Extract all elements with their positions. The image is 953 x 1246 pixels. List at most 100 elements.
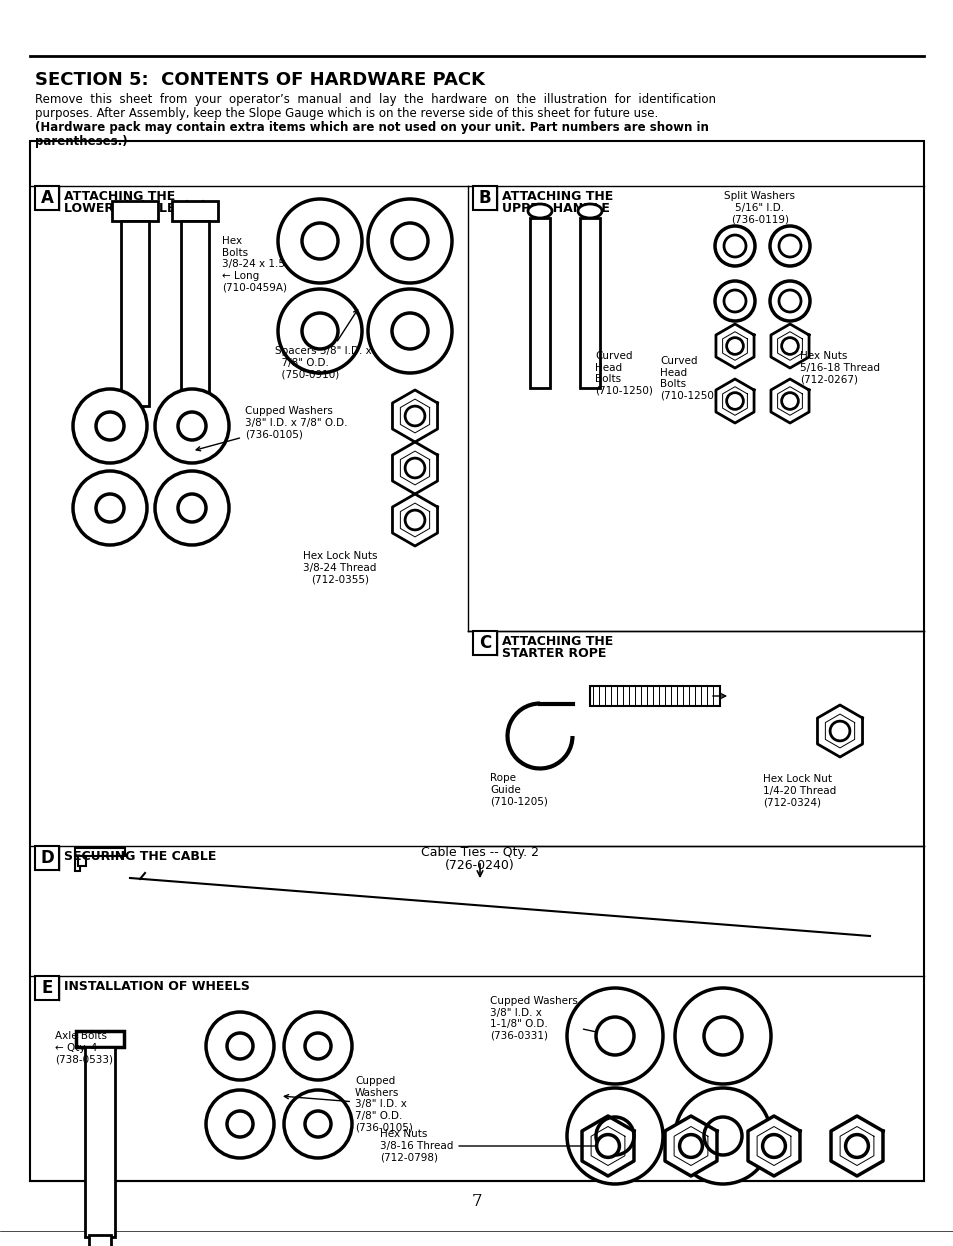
Bar <box>121 221 149 406</box>
Text: (Hardware pack may contain extra items which are not used on your unit. Part num: (Hardware pack may contain extra items w… <box>35 121 708 135</box>
Text: Hex Nuts
3/8-16 Thread
(712-0798): Hex Nuts 3/8-16 Thread (712-0798) <box>379 1129 603 1163</box>
Circle shape <box>277 289 361 373</box>
Text: Spacers 3/8" I.D. x
  7/8" O.D.
  (750-0910): Spacers 3/8" I.D. x 7/8" O.D. (750-0910) <box>274 310 372 379</box>
Text: Curved
Head
Bolts
(710-1250): Curved Head Bolts (710-1250) <box>659 356 717 401</box>
Bar <box>76 1030 124 1047</box>
Circle shape <box>761 1135 784 1158</box>
Text: parentheses.): parentheses.) <box>35 135 128 148</box>
Text: Hex
Bolts
3/8-24 x 1.5"
← Long
(710-0459A): Hex Bolts 3/8-24 x 1.5" ← Long (710-0459… <box>222 235 290 293</box>
Polygon shape <box>392 442 437 493</box>
Text: ATTACHING THE: ATTACHING THE <box>64 189 175 203</box>
Polygon shape <box>392 390 437 442</box>
Polygon shape <box>747 1116 800 1176</box>
Circle shape <box>781 392 798 410</box>
Circle shape <box>405 510 424 530</box>
Circle shape <box>566 1088 662 1184</box>
Circle shape <box>596 1116 634 1155</box>
Bar <box>172 201 218 221</box>
Circle shape <box>73 471 147 545</box>
Text: UPPER HANDLE: UPPER HANDLE <box>501 202 609 216</box>
Text: E: E <box>41 979 52 997</box>
Bar <box>78 856 86 866</box>
Circle shape <box>675 1088 770 1184</box>
Text: LOWER HANDLE: LOWER HANDLE <box>64 202 175 216</box>
Circle shape <box>178 493 206 522</box>
Polygon shape <box>770 379 808 422</box>
Circle shape <box>302 313 337 349</box>
Text: Cupped Washers
3/8" I.D. x
1-1/8" O.D.
(736-0331): Cupped Washers 3/8" I.D. x 1-1/8" O.D. (… <box>490 996 610 1040</box>
Circle shape <box>73 389 147 464</box>
Text: Rope
Guide
(710-1205): Rope Guide (710-1205) <box>490 773 547 806</box>
Text: Hex Lock Nut
1/4-20 Thread
(712-0324): Hex Lock Nut 1/4-20 Thread (712-0324) <box>762 774 836 807</box>
Bar <box>473 630 497 655</box>
Circle shape <box>675 988 770 1084</box>
Circle shape <box>703 1017 741 1055</box>
Polygon shape <box>715 379 753 422</box>
Ellipse shape <box>527 204 552 218</box>
Polygon shape <box>770 324 808 368</box>
Text: purposes. After Assembly, keep the Slope Gauge which is on the reverse side of t: purposes. After Assembly, keep the Slope… <box>35 107 658 120</box>
Text: Curved
Head
Bolts
(710-1250): Curved Head Bolts (710-1250) <box>595 351 652 396</box>
Circle shape <box>596 1017 634 1055</box>
Circle shape <box>96 412 124 440</box>
Circle shape <box>596 1135 618 1158</box>
Circle shape <box>227 1111 253 1138</box>
Text: ATTACHING THE: ATTACHING THE <box>501 189 613 203</box>
Polygon shape <box>581 1116 634 1176</box>
Circle shape <box>781 338 798 354</box>
Circle shape <box>779 290 801 312</box>
Text: (726-0240): (726-0240) <box>445 858 515 872</box>
Polygon shape <box>392 493 437 546</box>
Polygon shape <box>664 1116 717 1176</box>
Circle shape <box>769 226 809 265</box>
Circle shape <box>178 412 206 440</box>
Circle shape <box>96 493 124 522</box>
Circle shape <box>779 235 801 257</box>
Circle shape <box>703 1116 741 1155</box>
Circle shape <box>769 282 809 321</box>
Circle shape <box>726 392 742 410</box>
Circle shape <box>723 290 745 312</box>
Circle shape <box>679 1135 701 1158</box>
Bar <box>530 218 550 388</box>
Circle shape <box>844 1135 867 1158</box>
Circle shape <box>723 235 745 257</box>
Text: Cable Ties -- Qty. 2: Cable Ties -- Qty. 2 <box>420 846 538 858</box>
Circle shape <box>305 1033 331 1059</box>
Circle shape <box>714 282 754 321</box>
Circle shape <box>305 1111 331 1138</box>
Bar <box>35 846 59 870</box>
Bar <box>35 186 59 211</box>
Text: ATTACHING THE: ATTACHING THE <box>501 635 613 648</box>
Circle shape <box>405 459 424 478</box>
Text: Hex Lock Nuts
3/8-24 Thread
(712-0355): Hex Lock Nuts 3/8-24 Thread (712-0355) <box>302 551 376 584</box>
Text: A: A <box>41 189 53 207</box>
Text: 7: 7 <box>471 1194 482 1211</box>
Circle shape <box>227 1033 253 1059</box>
Polygon shape <box>830 1116 882 1176</box>
Circle shape <box>829 721 849 741</box>
Polygon shape <box>715 324 753 368</box>
Bar <box>112 201 158 221</box>
Text: INSTALLATION OF WHEELS: INSTALLATION OF WHEELS <box>64 981 250 993</box>
Circle shape <box>206 1012 274 1080</box>
Bar <box>89 1235 111 1246</box>
Text: C: C <box>478 634 491 652</box>
Bar <box>35 976 59 1001</box>
Circle shape <box>154 389 229 464</box>
Text: D: D <box>40 849 53 867</box>
Text: Cupped Washers
3/8" I.D. x 7/8" O.D.
(736-0105): Cupped Washers 3/8" I.D. x 7/8" O.D. (73… <box>196 406 347 451</box>
Bar <box>75 851 80 871</box>
Polygon shape <box>817 705 862 758</box>
Text: Remove  this  sheet  from  your  operator’s  manual  and  lay  the  hardware  on: Remove this sheet from your operator’s m… <box>35 93 716 106</box>
Circle shape <box>284 1012 352 1080</box>
Bar <box>589 687 720 706</box>
Circle shape <box>405 406 424 426</box>
Circle shape <box>566 988 662 1084</box>
Circle shape <box>154 471 229 545</box>
Bar <box>85 1047 115 1237</box>
Circle shape <box>392 223 428 259</box>
Bar <box>30 141 923 1181</box>
Circle shape <box>392 313 428 349</box>
Circle shape <box>726 338 742 354</box>
